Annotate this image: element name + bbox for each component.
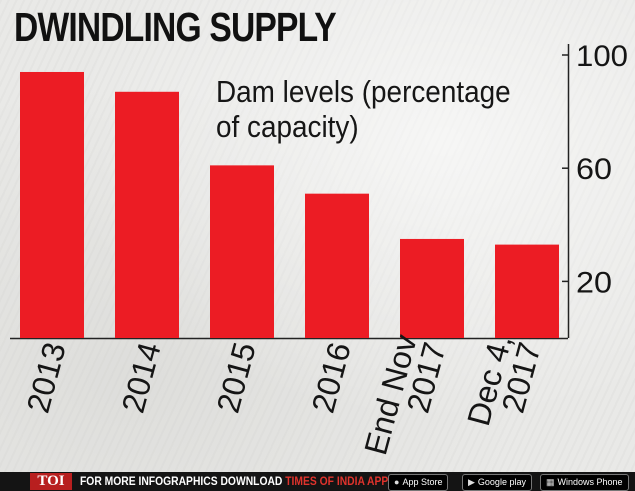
chart-subtitle: Dam levels (percentage of capacity) <box>216 74 511 144</box>
chart-title: DWINDLING SUPPLY <box>14 4 337 50</box>
bar-3 <box>305 193 369 338</box>
bar-4 <box>400 238 464 338</box>
y-tick-label-1: 60 <box>576 153 612 186</box>
x-tick-label-line: 2015 <box>210 338 263 416</box>
google-play-label: Google play <box>477 477 526 487</box>
play-icon: ▶ <box>468 477 475 487</box>
x-tick-label-3: 2016 <box>305 338 358 416</box>
windows-icon: ▦ <box>546 477 555 487</box>
bar-5 <box>495 244 559 338</box>
toi-logo[interactable]: TOI <box>30 473 72 490</box>
y-tick-label-0: 20 <box>576 266 612 299</box>
promo-text-app[interactable]: TIMES OF INDIA APP <box>285 474 389 488</box>
bar-1 <box>115 91 179 338</box>
x-tick-label-5: Dec 4,2017 <box>460 331 548 430</box>
google-play-badge[interactable]: ▶ Google play <box>462 474 532 491</box>
windows-phone-badge[interactable]: ▦ Windows Phone <box>540 474 629 491</box>
y-tick-label-2: 100 <box>576 40 628 73</box>
x-tick-label-line: 2014 <box>115 338 168 416</box>
windows-phone-label: Windows Phone <box>557 477 623 487</box>
app-store-badge[interactable]: ● App Store <box>388 474 449 491</box>
x-tick-label-0: 2013 <box>20 338 73 416</box>
footer-bar: TOI FOR MORE INFOGRAPHICS DOWNLOAD TIMES… <box>0 472 635 491</box>
app-store-label: App Store <box>402 477 443 487</box>
promo-text-white: FOR MORE INFOGRAPHICS DOWNLOAD <box>80 474 286 488</box>
bar-2 <box>210 165 274 338</box>
x-tick-label-line: 2016 <box>305 338 358 416</box>
bar-0 <box>20 71 84 338</box>
x-tick-label-line: 2013 <box>20 338 73 416</box>
promo-text: FOR MORE INFOGRAPHICS DOWNLOAD TIMES OF … <box>80 474 388 489</box>
x-tick-label-2: 2015 <box>210 338 263 416</box>
x-tick-label-1: 2014 <box>115 338 168 416</box>
apple-icon: ● <box>394 477 400 487</box>
